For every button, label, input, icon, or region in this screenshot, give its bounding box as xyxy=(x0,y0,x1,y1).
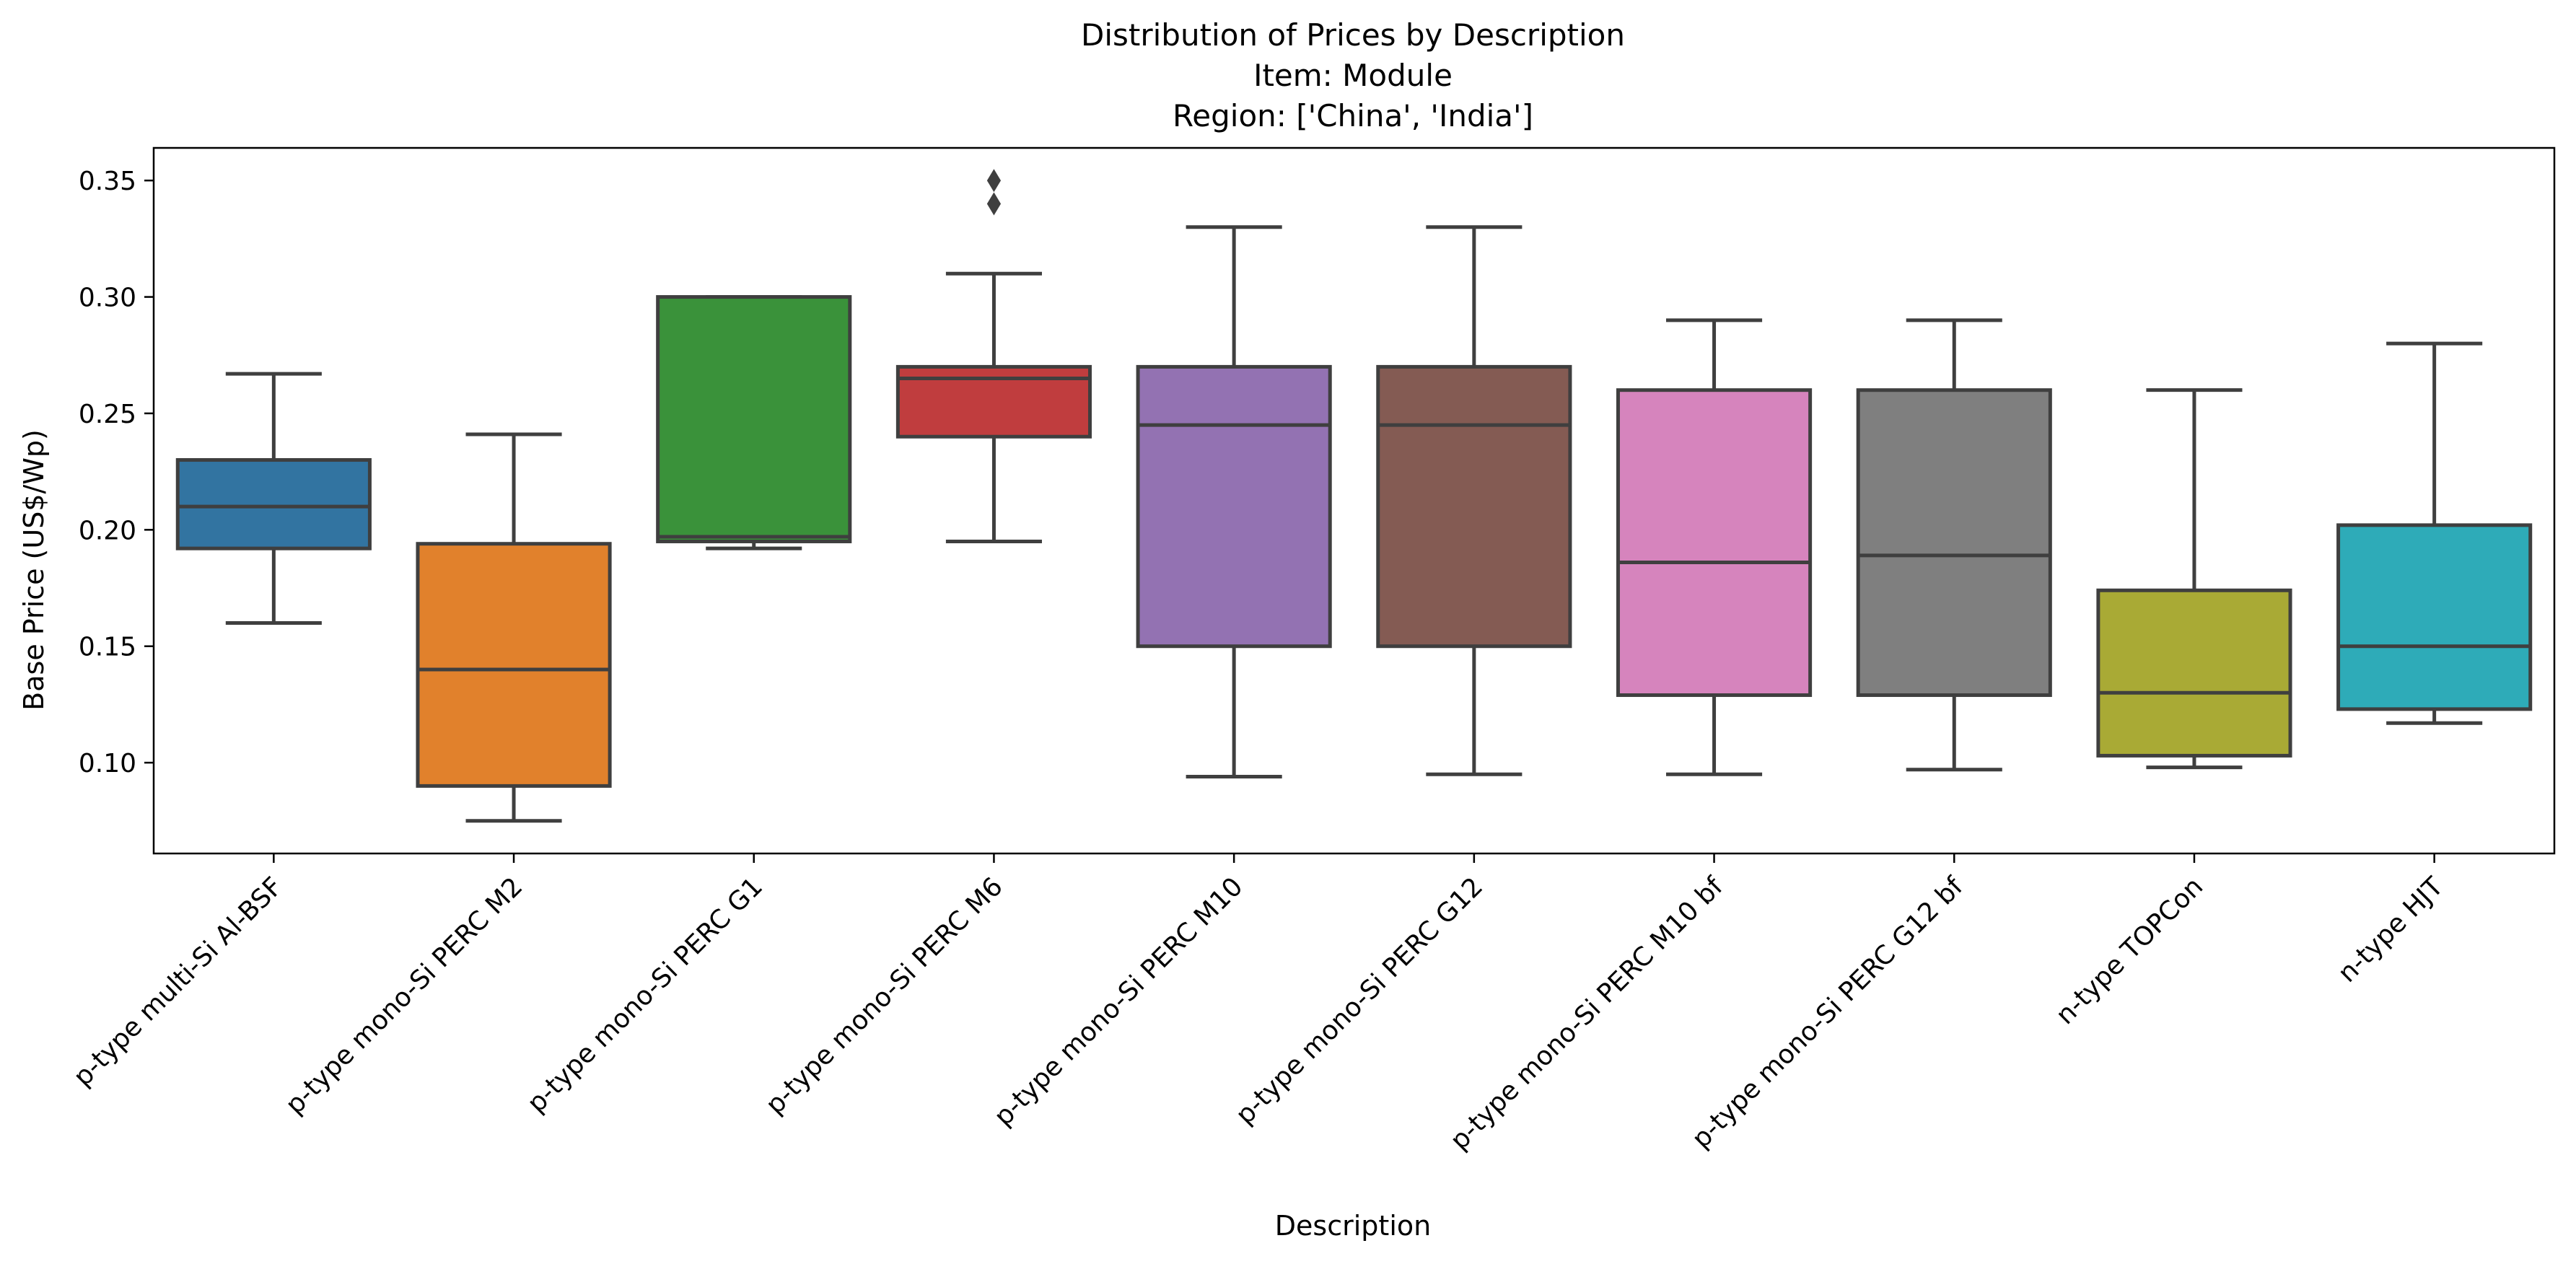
x-tick-label: n-type TOPCon xyxy=(2051,872,2209,1030)
y-tick-label: 0.35 xyxy=(79,167,136,196)
box-group xyxy=(416,432,612,823)
box-group xyxy=(656,295,852,550)
box-group xyxy=(175,372,372,625)
box-group xyxy=(895,169,1092,543)
x-tick-label: p-type mono-Si PERC M6 xyxy=(761,872,1009,1120)
x-tick-label: p-type mono-Si PERC G12 xyxy=(1230,872,1489,1130)
y-tick-label: 0.30 xyxy=(79,284,136,313)
box-group xyxy=(2336,341,2533,725)
x-tick-label: p-type mono-Si PERC M2 xyxy=(280,872,528,1120)
x-tick-label: p-type multi-Si Al-BSF xyxy=(68,872,288,1092)
box-iqr xyxy=(416,542,612,788)
box-iqr xyxy=(1376,364,1572,649)
title-line-3: Region: ['China', 'India'] xyxy=(1173,98,1533,133)
box-iqr xyxy=(2336,523,2533,711)
x-tick-label: p-type mono-Si PERC M10 xyxy=(989,872,1248,1131)
box-group xyxy=(1856,318,2052,772)
box-iqr xyxy=(2096,588,2292,758)
y-tick-label: 0.25 xyxy=(79,400,136,429)
x-tick-label: p-type mono-Si PERC G12 bf xyxy=(1686,871,1969,1154)
box-group xyxy=(1136,225,1332,778)
box-iqr xyxy=(175,458,372,550)
y-axis-label: Base Price (US$/Wp) xyxy=(18,429,50,711)
plot-area xyxy=(175,169,2533,823)
box-group xyxy=(1616,318,1813,776)
title-line-2: Item: Module xyxy=(1253,58,1453,93)
x-tick-label: p-type mono-Si PERC M10 bf xyxy=(1445,871,1730,1156)
box-iqr xyxy=(1136,364,1332,649)
y-tick-label: 0.20 xyxy=(79,516,136,545)
box-iqr xyxy=(1616,388,1813,698)
x-tick-label: n-type HJT xyxy=(2333,872,2450,988)
box-iqr xyxy=(656,295,852,543)
box-group xyxy=(2096,388,2292,770)
x-tick-label: p-type mono-Si PERC G1 xyxy=(522,872,768,1118)
outlier-point xyxy=(986,192,1002,216)
x-axis-label: Description xyxy=(1275,1210,1431,1242)
box-group xyxy=(1376,225,1572,776)
y-tick-label: 0.10 xyxy=(79,749,136,778)
box-iqr xyxy=(1856,388,2052,698)
y-tick-label: 0.15 xyxy=(79,633,136,662)
plot-frame xyxy=(152,146,2556,855)
outlier-point xyxy=(986,169,1002,193)
chart-title: Distribution of Prices by Description It… xyxy=(1081,17,1625,133)
title-line-1: Distribution of Prices by Description xyxy=(1081,17,1625,53)
